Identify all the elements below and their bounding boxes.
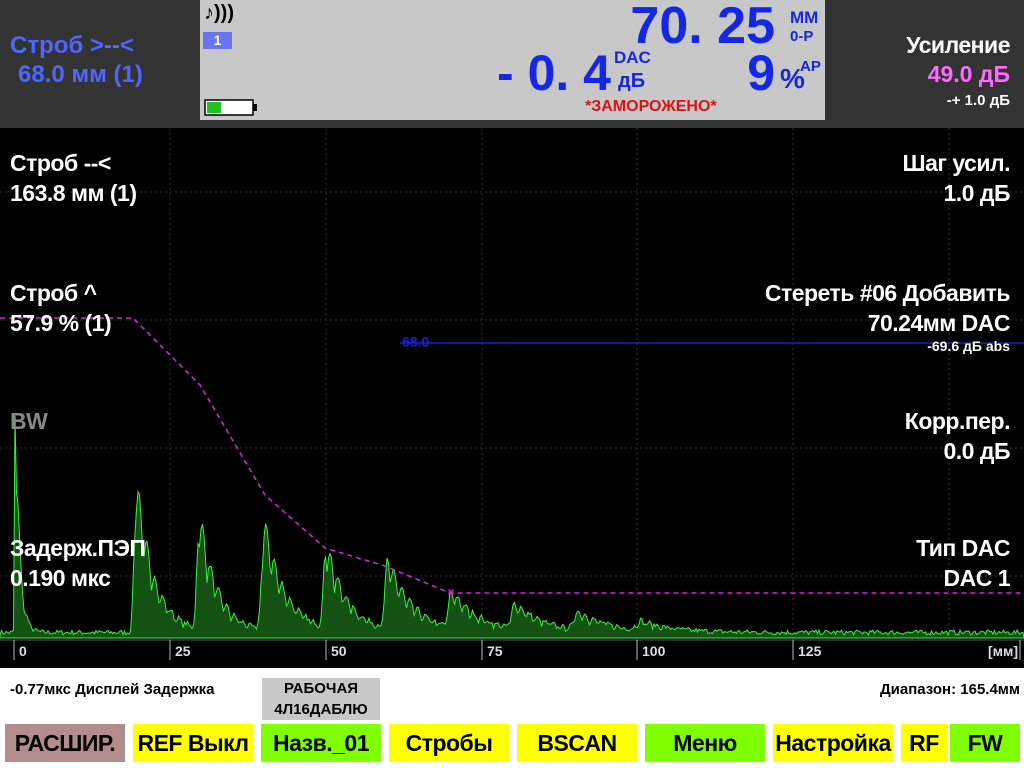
amp-mode: AP xyxy=(800,58,821,75)
gate-value: 68.0 мм (1) xyxy=(18,61,143,88)
dac-point: × xyxy=(447,585,454,599)
menu-button[interactable]: Меню xyxy=(645,724,765,762)
param-value: 57.9 % (1) xyxy=(10,310,112,336)
param-value: 163.8 мм (1) xyxy=(10,180,137,206)
param-value: 0.190 мкс xyxy=(10,565,111,591)
depth-unit: ММ xyxy=(790,8,819,27)
param-value: 70.24мм DAC xyxy=(867,310,1011,336)
param-label: Корр.пер. xyxy=(904,408,1011,434)
dac-curve xyxy=(0,317,1024,594)
menu-button[interactable]: REF Выкл xyxy=(133,724,253,762)
delay: -0.77мкс Дисплей Задержка xyxy=(10,681,215,698)
tick-label: 125 xyxy=(798,643,822,659)
probe: 4Л16ДАБЛЮ xyxy=(262,699,380,720)
menu-button[interactable]: РАСШИР. xyxy=(5,724,125,762)
footer: -0.77мкс Дисплей Задержка РАБОЧАЯ 4Л16ДА… xyxy=(0,668,1024,768)
a-scan: × 68.0 0 25 50 75 100 125 [мм] xyxy=(0,128,1024,660)
axis-unit: [мм] xyxy=(988,643,1018,659)
waveform xyxy=(0,415,1024,639)
tick-label: 50 xyxy=(331,643,347,659)
menu-button[interactable]: BSCAN xyxy=(517,724,637,762)
sound-icon: ♪))) xyxy=(204,2,234,24)
dac-label: DAC xyxy=(614,48,651,67)
status-panel: ♪))) 1 70. 25 ММ 0-P - 0. 4 DAC дБ 9 % A… xyxy=(200,0,825,120)
amp-value: 9 xyxy=(747,45,775,101)
gate-label: Строб >--< xyxy=(10,32,134,59)
menu-button[interactable]: FW xyxy=(950,724,1020,762)
param-label: Шаг усил. xyxy=(902,150,1010,176)
param-value: DAC 1 xyxy=(943,565,1010,591)
battery-icon xyxy=(204,99,257,116)
param-extra: -69.6 дБ abs xyxy=(927,338,1010,354)
param-label: Строб --< xyxy=(10,150,111,176)
depth-value: 70. 25 xyxy=(630,0,775,55)
tick-label: 100 xyxy=(642,643,666,659)
param-label: Стереть #06 Добавить xyxy=(764,280,1011,306)
range: Диапазон: 165.4мм xyxy=(879,681,1020,698)
param-value: 0.0 дБ xyxy=(943,438,1011,464)
tick-label: 75 xyxy=(487,643,503,659)
menu-button[interactable]: Настройка xyxy=(773,724,893,762)
frozen-indicator: *ЗАМОРОЖЕНО* xyxy=(585,98,717,115)
param-label: Строб ^ xyxy=(10,280,97,306)
param-label: BW xyxy=(10,408,48,434)
tick-label: 25 xyxy=(175,643,191,659)
param-value: 1.0 дБ xyxy=(943,180,1011,206)
mode: РАБОЧАЯ xyxy=(262,678,380,699)
grid xyxy=(0,128,1024,640)
channel: 1 xyxy=(203,32,232,49)
param-label: Тип DAC xyxy=(916,535,1010,561)
menu-button[interactable]: Назв._01 xyxy=(261,724,381,762)
gain-step: -+ 1.0 дБ xyxy=(946,92,1010,109)
gate-marker: 68.0 xyxy=(402,334,429,350)
dac-unit: дБ xyxy=(618,70,646,92)
param-label: Задерж.ПЭП xyxy=(10,535,146,561)
dac-value: - 0. 4 xyxy=(497,45,611,101)
depth-mode: 0-P xyxy=(790,28,814,45)
gain-value: 49.0 дБ xyxy=(927,61,1010,87)
menu-button[interactable]: RF xyxy=(901,724,947,762)
gain-label: Усиление xyxy=(906,32,1010,58)
axis: 0 25 50 75 100 125 [мм] xyxy=(13,640,1021,660)
amp-unit: % xyxy=(780,63,805,94)
tick-label: 0 xyxy=(19,643,27,659)
menu-button[interactable]: Стробы xyxy=(389,724,509,762)
